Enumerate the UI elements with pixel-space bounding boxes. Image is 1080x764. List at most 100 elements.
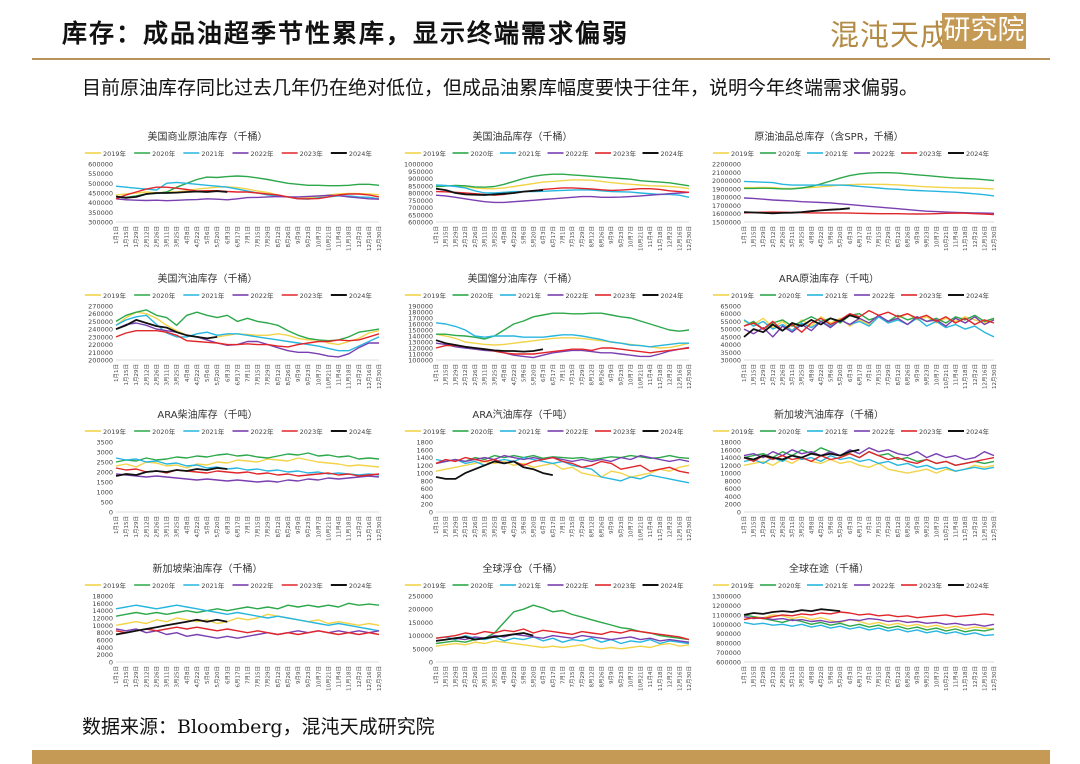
y-tick-label: 1700000 <box>712 202 741 210</box>
x-tick-label: 3月11日 <box>482 364 489 386</box>
x-tick-label: 1月29日 <box>452 226 459 248</box>
chart-5: 美国馏分油库存（千桶） 2019年 2020年 2021年 2022年 2023年 2024… <box>405 272 693 389</box>
x-tick-label: 1月15日 <box>443 666 450 688</box>
series-line-2023年 <box>435 456 690 474</box>
x-tick-label: 5月6日 <box>204 516 211 534</box>
x-tick-label: 11月18日 <box>962 666 969 691</box>
x-tick-label: 2月26日 <box>153 516 160 538</box>
y-tick-label: 30000 <box>720 357 741 365</box>
x-tick-label: 2月26日 <box>472 516 479 538</box>
x-tick-label: 10月21日 <box>943 226 950 251</box>
series-line-2020年 <box>743 614 995 633</box>
legend-label: 2023年 <box>613 427 637 436</box>
series-line-2021年 <box>743 180 995 197</box>
x-tick-label: 1月29日 <box>760 226 767 248</box>
legend-label: 2022年 <box>566 291 590 300</box>
x-tick-label: 5月20日 <box>530 666 537 688</box>
series-line-2024年 <box>743 314 860 338</box>
logo-box-text: 研究院 <box>943 15 1025 46</box>
legend-label: 2019年 <box>731 427 755 436</box>
y-tick-label: 2200000 <box>712 161 741 169</box>
x-tick-label: 10月7日 <box>628 666 635 688</box>
x-tick-label: 11月4日 <box>647 666 654 688</box>
x-tick-label: 3月25日 <box>174 666 181 688</box>
x-tick-label: 7月1日 <box>560 666 567 684</box>
chart-title: 原油油品总库存（含SPR，千桶） <box>754 130 903 143</box>
chart-title: ARA汽油库存（千吨） <box>472 408 572 421</box>
legend-label: 2024年 <box>966 291 990 300</box>
legend-label: 2019年 <box>731 291 755 300</box>
x-tick-label: 12月2日 <box>356 516 363 538</box>
x-tick-label: 12月2日 <box>972 516 979 538</box>
x-tick-label: 7月29日 <box>885 516 892 538</box>
legend-label: 2024年 <box>661 149 685 158</box>
x-tick-label: 9月23日 <box>924 364 931 386</box>
x-tick-label: 8月12日 <box>895 226 902 248</box>
x-tick-label: 8月12日 <box>895 364 902 386</box>
x-tick-label: 8月26日 <box>904 226 911 248</box>
x-tick-label: 9月23日 <box>618 666 625 688</box>
legend-label: 2024年 <box>966 149 990 158</box>
y-tick-label: 120000 <box>408 345 433 353</box>
x-tick-label: 10月21日 <box>637 516 644 541</box>
series-line-2023年 <box>115 330 380 348</box>
x-tick-label: 10月7日 <box>628 226 635 248</box>
x-tick-label: 10月21日 <box>325 516 332 541</box>
chart-title: 新加坡汽油库存（千桶） <box>774 408 884 421</box>
x-tick-label: 9月23日 <box>618 364 625 386</box>
x-tick-label: 12月16日 <box>676 226 683 251</box>
legend-label: 2024年 <box>349 427 373 436</box>
y-tick-label: 110000 <box>408 351 433 359</box>
x-tick-label: 9月23日 <box>618 226 625 248</box>
y-tick-label: 0 <box>737 509 741 517</box>
y-tick-label: 1500000 <box>712 219 741 227</box>
x-tick-label: 3月25日 <box>491 516 498 538</box>
x-tick-label: 12月30日 <box>991 516 998 541</box>
x-tick-label: 4月8日 <box>808 364 815 382</box>
chart-6: ARA原油库存（千吨） 2019年 2020年 2021年 2022年 2023年 2024… <box>713 272 998 389</box>
x-tick-label: 10月21日 <box>943 666 950 691</box>
series-line-2019年 <box>435 640 690 650</box>
x-tick-label: 10月21日 <box>943 516 950 541</box>
y-tick-label: 200000 <box>88 357 113 365</box>
series-line-2021年 <box>115 604 380 632</box>
x-tick-label: 2月26日 <box>779 516 786 538</box>
x-tick-label: 1月1日 <box>113 364 120 382</box>
legend-label: 2023年 <box>300 291 324 300</box>
x-tick-label: 6月17日 <box>550 516 557 538</box>
x-tick-label: 8月12日 <box>895 516 902 538</box>
legend-label: 2020年 <box>778 291 802 300</box>
legend-label: 2022年 <box>872 427 896 436</box>
y-tick-label: 65000 <box>720 303 741 311</box>
x-tick-label: 1月1日 <box>433 226 440 244</box>
legend-label: 2020年 <box>778 581 802 590</box>
y-tick-label: 1800000 <box>712 194 741 202</box>
x-tick-label: 7月29日 <box>265 666 272 688</box>
y-tick-label: 14000 <box>92 607 113 615</box>
y-tick-label: 1000000 <box>404 161 433 169</box>
x-tick-label: 8月26日 <box>904 516 911 538</box>
y-tick-label: 160000 <box>408 321 433 329</box>
x-tick-label: 9月23日 <box>924 666 931 688</box>
series-line-2023年 <box>115 186 380 200</box>
x-tick-label: 7月1日 <box>866 516 873 534</box>
x-tick-label: 4月8日 <box>184 226 191 244</box>
x-tick-label: 12月30日 <box>991 226 998 251</box>
x-tick-label: 9月9日 <box>608 666 615 684</box>
series-line-2020年 <box>436 312 690 340</box>
x-tick-label: 11月4日 <box>336 226 343 248</box>
x-tick-label: 7月15日 <box>569 666 576 688</box>
x-tick-label: 2月26日 <box>472 666 479 688</box>
x-tick-label: 6月17日 <box>550 226 557 248</box>
legend-label: 2023年 <box>919 291 943 300</box>
y-tick-label: 450000 <box>88 190 113 198</box>
x-tick-label: 4月22日 <box>818 516 825 538</box>
legend-label: 2020年 <box>471 149 495 158</box>
legend-label: 2022年 <box>251 581 275 590</box>
legend-label: 2019年 <box>731 581 755 590</box>
x-tick-label: 11月18日 <box>962 516 969 541</box>
x-tick-label: 10月7日 <box>315 516 322 538</box>
x-tick-label: 3月25日 <box>491 226 498 248</box>
series-line-2024年 <box>743 448 860 461</box>
chart-title: 美国商业原油库存（千桶） <box>148 130 268 143</box>
